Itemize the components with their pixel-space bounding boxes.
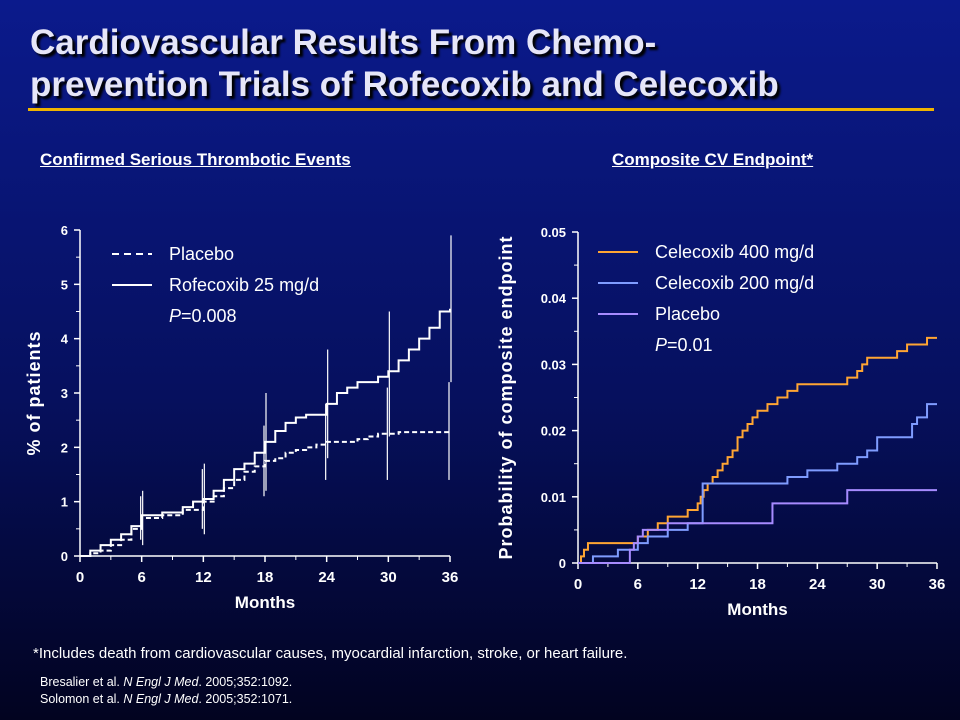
title-rule [28,108,934,111]
left-panel-title: Confirmed Serious Thrombotic Events [40,150,351,170]
x-tick-label: 0 [574,576,582,593]
y-tick-label: 4 [61,332,69,347]
x-tick-label: 36 [929,576,946,593]
legend-label: Celecoxib 200 mg/d [655,273,814,293]
reference-journal: N Engl J Med [123,692,199,706]
y-tick-label: 3 [61,386,68,401]
y-axis-label: Probability of composite endpoint [496,235,516,559]
legend-label: Placebo [169,244,234,264]
y-tick-label: 1 [61,495,68,510]
legend-label: Celecoxib 400 mg/d [655,242,814,262]
p-value-number: =0.008 [181,306,237,326]
series-line [80,431,450,557]
x-tick-label: 30 [380,569,397,586]
p-value-symbol: P [655,335,667,355]
reference-1: Bresalier et al. N Engl J Med. 2005;352:… [40,674,292,691]
right-panel-title: Composite CV Endpoint* [612,150,813,170]
y-tick-label: 5 [61,277,68,292]
x-tick-label: 36 [442,569,459,586]
x-tick-label: 18 [257,569,274,586]
references: Bresalier et al. N Engl J Med. 2005;352:… [40,674,292,708]
y-tick-label: 0.02 [541,424,566,439]
series-line [578,336,937,564]
reference-authors: Solomon et al. [40,692,124,706]
reference-detail: . 2005;352:1071. [198,692,293,706]
y-tick-label: 0.03 [541,357,566,372]
right-panel-title-text: Composite CV Endpoint [612,150,807,169]
x-tick-label: 12 [689,576,706,593]
slide-title-line2: prevention Trials of Rofecoxib and Celec… [30,65,779,104]
left-panel-title-text: Confirmed Serious Thrombotic Events [40,150,351,169]
y-tick-label: 0.04 [541,291,567,306]
x-tick-label: 18 [749,576,766,593]
x-tick-label: 6 [137,569,145,586]
legend-label: Placebo [655,304,720,324]
x-tick-label: 30 [869,576,886,593]
p-value-label: P=0.01 [655,335,713,355]
footnote: *Includes death from cardiovascular caus… [33,645,628,662]
slide-title: Cardiovascular Results From Chemo- preve… [30,22,910,106]
y-tick-label: 0 [559,556,566,571]
y-tick-label: 0 [61,549,68,564]
x-tick-label: 24 [809,576,826,593]
y-tick-label: 2 [61,440,68,455]
y-tick-label: 6 [61,223,68,238]
x-tick-label: 6 [634,576,642,593]
y-axis-label: % of patients [24,330,44,455]
right-panel-title-asterisk: * [806,150,814,169]
reference-authors: Bresalier et al. [40,675,124,689]
x-tick-label: 12 [195,569,212,586]
composite-cv-endpoint-chart: 0 6 12 18 24 30 36 0 0.01 0.02 0.03 0.04 0.05 Months P… [496,225,946,619]
series-line [578,489,937,564]
slide-title-line1: Cardiovascular Results From Chemo- [30,23,657,62]
reference-journal: N Engl J Med [123,675,199,689]
p-value-label: P=0.008 [169,306,237,326]
p-value-number: =0.01 [667,335,713,355]
reference-detail: . 2005;352:1092. [198,675,293,689]
y-tick-label: 0.05 [541,225,566,240]
y-tick-label: 0.01 [541,490,566,505]
x-axis-label: Months [727,600,787,619]
series-line [80,308,451,557]
reference-2: Solomon et al. N Engl J Med. 2005;352:10… [40,691,292,708]
x-tick-label: 0 [76,569,84,586]
x-tick-label: 24 [318,569,335,586]
series-line [578,403,937,564]
legend-label: Rofecoxib 25 mg/d [169,275,319,295]
x-axis-label: Months [235,593,295,612]
p-value-symbol: P [169,306,181,326]
